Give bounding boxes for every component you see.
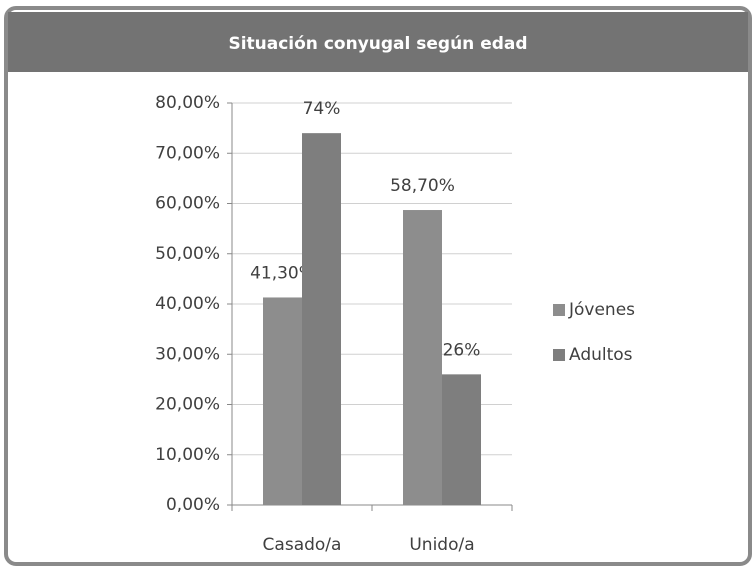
legend-label: Jóvenes: [568, 300, 635, 320]
y-tick-label: 20,00%: [155, 395, 220, 415]
x-tick-label: Casado/a: [263, 535, 342, 555]
data-label: 58,70%: [390, 176, 455, 196]
bar: [263, 297, 302, 505]
bar: [442, 374, 481, 505]
y-tick-label: 50,00%: [155, 244, 220, 264]
legend-swatch: [553, 304, 565, 316]
bar: [302, 133, 341, 505]
data-label: 74%: [303, 99, 341, 119]
legend-swatch: [553, 349, 565, 361]
bar: [403, 210, 442, 505]
y-tick-label: 70,00%: [155, 143, 220, 163]
y-tick-label: 30,00%: [155, 344, 220, 364]
data-label: 41,30%: [250, 263, 315, 283]
y-tick-label: 80,00%: [155, 93, 220, 113]
x-tick-label: Unido/a: [409, 535, 474, 555]
chart-title: Situación conyugal según edad: [228, 34, 527, 54]
data-label: 26%: [443, 340, 481, 360]
title-bar: [8, 12, 748, 72]
y-tick-label: 0,00%: [166, 495, 220, 515]
y-tick-label: 10,00%: [155, 445, 220, 465]
legend-label: Adultos: [569, 345, 633, 365]
chart-frame: [4, 6, 752, 566]
y-tick-label: 60,00%: [155, 194, 220, 214]
y-tick-label: 40,00%: [155, 294, 220, 314]
